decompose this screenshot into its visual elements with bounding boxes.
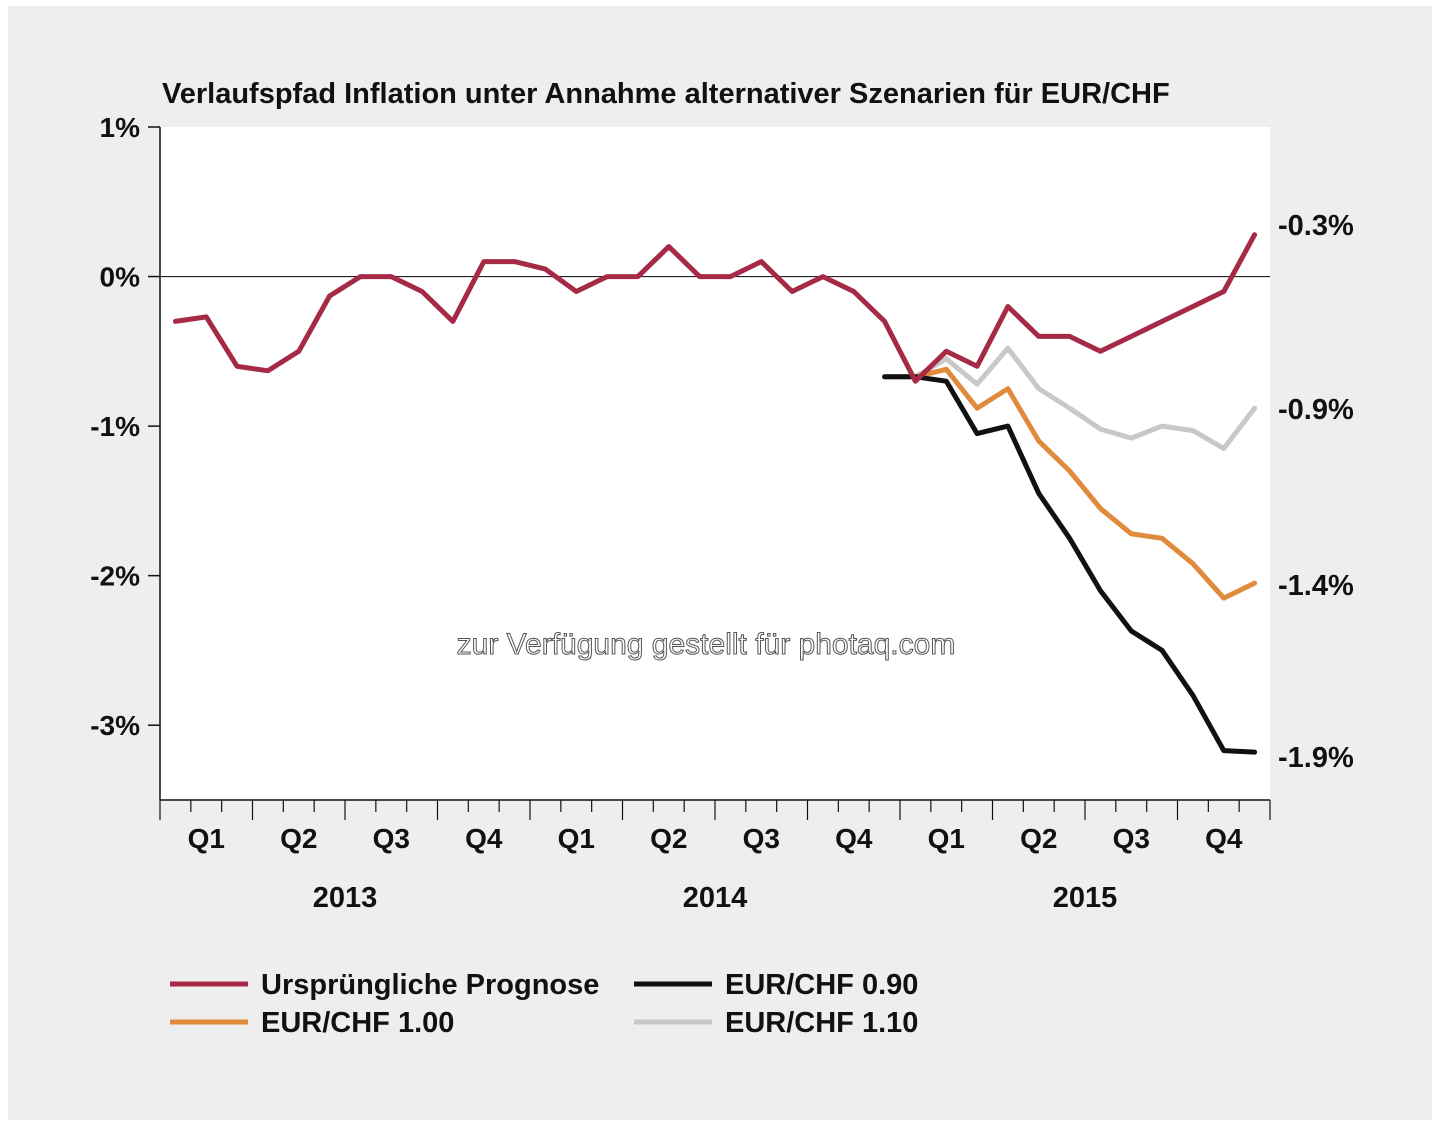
watermark: zur Verfügung gestellt für photaq.com xyxy=(457,628,956,661)
legend-label: EUR/CHF 1.00 xyxy=(261,1007,454,1039)
end-labels: -0.3% -0.9% -1.4% -1.9% xyxy=(1278,210,1354,774)
series-line-4 xyxy=(882,345,1258,451)
series-line-3 xyxy=(882,366,1258,601)
chart-title: Verlaufspfad Inflation unter Annahme alt… xyxy=(162,78,1170,110)
x-quarter-label: Q4 xyxy=(835,823,873,854)
legend-label: Ursprüngliche Prognose xyxy=(261,969,599,1001)
legend: Ursprüngliche Prognose EUR/CHF 0.90 EUR/CH… xyxy=(170,969,918,1039)
legend-label: EUR/CHF 1.10 xyxy=(725,1007,918,1039)
y-tick-label: -2% xyxy=(90,561,140,592)
y-tick-label: 0% xyxy=(100,262,141,293)
x-quarter-label: Q1 xyxy=(558,823,595,854)
y-tick-label: -1% xyxy=(90,411,140,442)
y-tick-label: 1% xyxy=(100,112,141,143)
series-group xyxy=(172,232,1258,755)
x-quarter-label: Q3 xyxy=(1113,823,1150,854)
y-tick-label: -3% xyxy=(90,710,140,741)
x-quarter-label: Q1 xyxy=(188,823,225,854)
x-quarter-label: Q2 xyxy=(1020,823,1057,854)
series-line-2 xyxy=(882,374,1258,755)
x-quarter-label: Q3 xyxy=(743,823,780,854)
x-quarter-label: Q4 xyxy=(465,823,503,854)
x-quarter-label: Q4 xyxy=(1205,823,1243,854)
legend-label: EUR/CHF 0.90 xyxy=(725,969,918,1001)
x-axis: Q1 Q2 Q3 Q4 Q1 Q2 Q3 Q4 Q1 Q2 Q3 Q4 2013 2014 2015 xyxy=(159,799,1271,914)
end-label: -0.9% xyxy=(1278,394,1354,426)
series-line-1 xyxy=(172,232,1258,384)
x-quarter-label: Q3 xyxy=(373,823,410,854)
end-label: -0.3% xyxy=(1278,210,1354,242)
x-quarter-label: Q1 xyxy=(928,823,965,854)
end-label: -1.9% xyxy=(1278,742,1354,774)
plot-area xyxy=(160,127,1270,800)
end-label: -1.4% xyxy=(1278,570,1354,602)
x-year-label: 2013 xyxy=(313,882,378,914)
x-quarter-label: Q2 xyxy=(280,823,317,854)
x-year-label: 2014 xyxy=(683,882,748,914)
y-axis: 1% 0% -1% -2% -3% xyxy=(90,112,161,800)
x-year-label: 2015 xyxy=(1053,882,1118,914)
x-quarter-label: Q2 xyxy=(650,823,687,854)
